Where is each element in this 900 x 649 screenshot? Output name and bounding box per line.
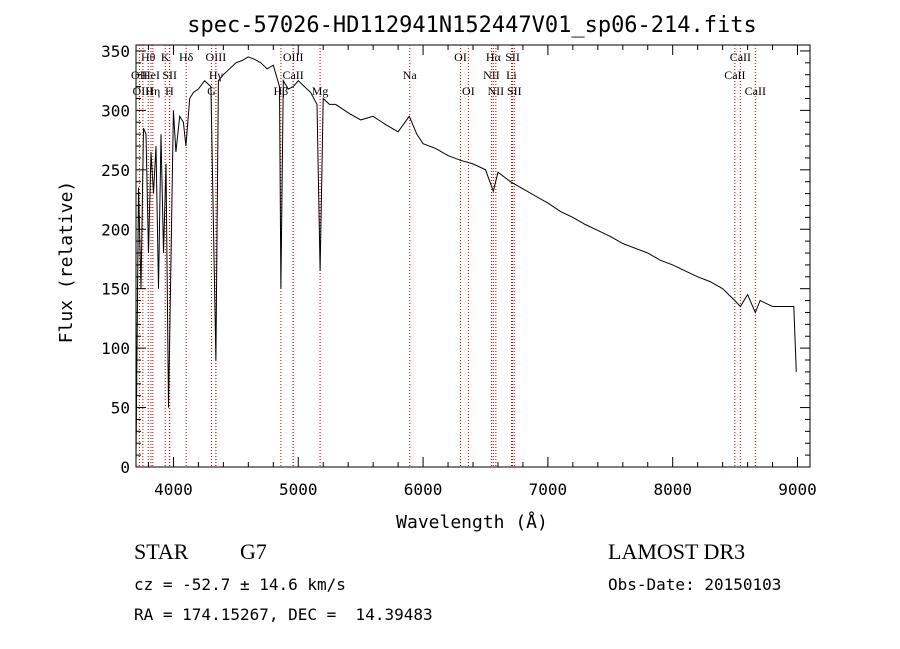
line-label: SII	[505, 50, 520, 64]
chart-title: spec-57026-HD112941N152447V01_sp06-214.f…	[187, 13, 757, 38]
line-label: H	[165, 84, 174, 98]
line-label: OI	[454, 50, 467, 64]
line-label: CaII	[730, 50, 751, 64]
line-label: G	[207, 84, 216, 98]
coordinates: RA = 174.15267, DEC = 14.39483	[134, 605, 433, 624]
line-label: Mg	[312, 84, 329, 98]
y-axis-label: Flux (relative)	[56, 181, 77, 344]
line-label: Hβ	[274, 84, 289, 98]
survey-name: LAMOST DR3	[608, 539, 746, 564]
y-tick-label: 350	[101, 42, 130, 61]
axis-ticks: 4000 5000 6000 7000 8000 9000 0 50 100 150 200 250 3…	[101, 42, 817, 499]
spectrum-line	[135, 56, 797, 462]
line-label: Hδ	[179, 50, 194, 64]
object-type: STAR	[134, 539, 189, 564]
x-tick-label: 5000	[279, 480, 318, 499]
subclass: G7	[240, 539, 267, 564]
x-tick-label: 9000	[778, 480, 817, 499]
y-tick-label: 50	[111, 399, 130, 418]
redshift-cz: cz = -52.7 ± 14.6 km/s	[134, 575, 346, 594]
line-label: CaII	[745, 84, 766, 98]
y-tick-label: 150	[101, 280, 130, 299]
line-label: CaII	[282, 68, 303, 82]
line-label: OIII	[133, 84, 154, 98]
x-tick-label: 6000	[404, 480, 443, 499]
line-label: HeI	[142, 68, 160, 82]
line-label: Na	[403, 68, 418, 82]
x-axis-label: Wavelength (Å)	[396, 511, 548, 533]
y-tick-label: 100	[101, 339, 130, 358]
x-tick-label: 4000	[154, 480, 193, 499]
y-tick-label: 300	[101, 101, 130, 120]
line-label: CaII	[724, 68, 745, 82]
line-label: NII	[483, 68, 500, 82]
obs-date: Obs-Date: 20150103	[608, 575, 782, 594]
y-tick-label: 200	[101, 220, 130, 239]
line-label: OI	[462, 84, 475, 98]
plot-frame	[135, 44, 811, 468]
line-label: NII	[488, 84, 505, 98]
x-tick-label: 7000	[529, 480, 568, 499]
line-label: K	[161, 50, 170, 64]
y-tick-label: 250	[101, 161, 130, 180]
line-label: Hθ	[141, 50, 156, 64]
line-label: SII	[507, 84, 522, 98]
line-label: Hα	[486, 50, 502, 64]
line-label: Hη	[145, 84, 160, 98]
line-label: Li	[506, 68, 517, 82]
x-tick-label: 8000	[653, 480, 692, 499]
y-tick-label: 0	[120, 458, 130, 477]
